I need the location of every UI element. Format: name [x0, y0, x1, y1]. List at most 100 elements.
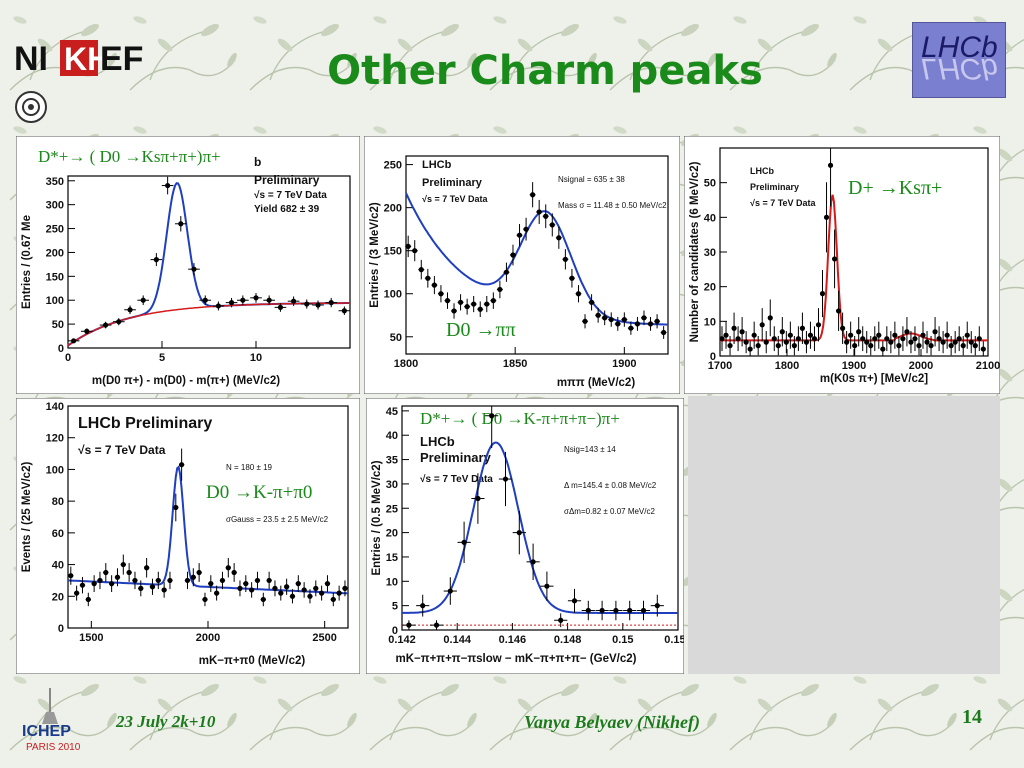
data-point — [968, 339, 974, 345]
data-point — [266, 297, 272, 303]
empty-panel — [688, 396, 1000, 674]
data-point — [503, 269, 510, 275]
data-point — [342, 585, 348, 591]
y-tick-label: 0 — [392, 625, 398, 637]
data-point — [307, 593, 313, 599]
y-tick-label: 100 — [384, 289, 402, 301]
data-point — [178, 221, 184, 227]
y-tick-label: 35 — [386, 455, 398, 467]
data-point — [165, 182, 171, 189]
data-point — [751, 332, 757, 338]
data-point — [433, 622, 440, 628]
x-tick-label: 1900 — [612, 358, 636, 370]
header-text: √s = 7 TeV Data — [254, 190, 327, 201]
data-point — [405, 243, 411, 249]
y-tick-label: 25 — [386, 503, 398, 515]
data-point — [588, 299, 595, 305]
y-tick-label: 50 — [52, 319, 64, 331]
data-point — [208, 581, 214, 587]
data-point — [731, 325, 737, 331]
y-tick-label: 300 — [46, 200, 64, 212]
data-point — [127, 307, 133, 313]
data-point — [304, 301, 310, 307]
data-point — [420, 603, 426, 609]
y-tick-label: 200 — [384, 203, 402, 215]
data-point — [173, 504, 179, 511]
y-tick-label: 20 — [52, 591, 64, 603]
data-point — [475, 495, 481, 502]
data-point — [763, 339, 769, 345]
x-tick-label: 0.15 — [612, 634, 633, 646]
x-tick-label: 0.148 — [554, 634, 582, 646]
data-point — [556, 235, 562, 241]
data-point — [451, 308, 457, 314]
x-tick-label: 5 — [159, 352, 165, 364]
data-point — [523, 226, 529, 232]
x-tick-label: 1500 — [79, 632, 103, 644]
data-point — [313, 585, 319, 591]
data-point — [640, 607, 647, 614]
data-point — [272, 585, 278, 591]
header-text: Preliminary — [254, 173, 320, 187]
data-point — [864, 339, 870, 345]
data-point — [149, 584, 156, 590]
data-point — [807, 332, 814, 338]
data-point — [103, 569, 109, 576]
data-point — [747, 346, 753, 352]
y-tick-label: 0 — [58, 623, 64, 635]
data-point — [852, 343, 858, 349]
data-point — [571, 598, 578, 604]
data-point — [155, 577, 161, 584]
data-point — [295, 581, 301, 587]
data-point — [240, 297, 246, 303]
data-point — [940, 339, 946, 345]
crest-icon — [15, 91, 47, 123]
stats-text: Nsig=143 ± 14 — [564, 445, 616, 454]
footer-author: Vanya Belyaev (Nikhef) — [524, 712, 700, 732]
x-tick-label: 2500 — [312, 632, 336, 644]
data-point — [634, 321, 641, 327]
data-point — [739, 329, 745, 335]
data-point — [202, 297, 208, 303]
data-point — [477, 306, 483, 312]
data-point — [289, 593, 296, 599]
data-point — [161, 587, 167, 593]
y-axis-label: Entries / (3 MeV/c2) — [369, 202, 381, 308]
data-point — [215, 303, 221, 309]
stats-text: σΔm=0.82 ± 0.07 MeV/c2 — [564, 507, 655, 516]
data-point — [944, 332, 950, 338]
y-tick-label: 10 — [704, 316, 716, 328]
data-point — [536, 209, 542, 215]
data-point — [502, 476, 509, 482]
stats-text: σGauss = 23.5 ± 2.5 MeV/c2 — [226, 515, 329, 524]
data-point — [126, 569, 132, 576]
data-point — [585, 607, 591, 614]
data-point — [243, 581, 249, 587]
decay-label: D*+→ ( D0 →K-π+π+π−)π+ — [420, 409, 620, 428]
data-point — [876, 332, 882, 338]
y-tick-label: 250 — [46, 224, 64, 236]
y-tick-label: 350 — [46, 176, 64, 188]
data-point — [928, 343, 934, 349]
data-point — [284, 584, 290, 590]
data-point — [888, 339, 894, 345]
data-point — [908, 339, 914, 345]
data-point — [237, 585, 243, 591]
header-text: √s = 7 TeV Data — [78, 443, 166, 457]
y-tick-label: 20 — [704, 282, 716, 294]
y-tick-label: 0 — [710, 351, 716, 363]
data-point — [179, 462, 185, 468]
data-point — [319, 590, 325, 596]
x-tick-label: 1800 — [775, 360, 799, 372]
data-point — [562, 256, 568, 262]
data-point — [140, 297, 146, 303]
data-point — [457, 299, 464, 305]
data-point — [880, 346, 886, 352]
data-point — [755, 343, 761, 349]
data-point — [341, 308, 347, 314]
y-tick-label: 40 — [52, 560, 64, 572]
data-point — [872, 336, 878, 342]
svg-text:NI: NI — [14, 40, 48, 78]
data-point — [214, 590, 220, 596]
data-point — [132, 577, 138, 584]
